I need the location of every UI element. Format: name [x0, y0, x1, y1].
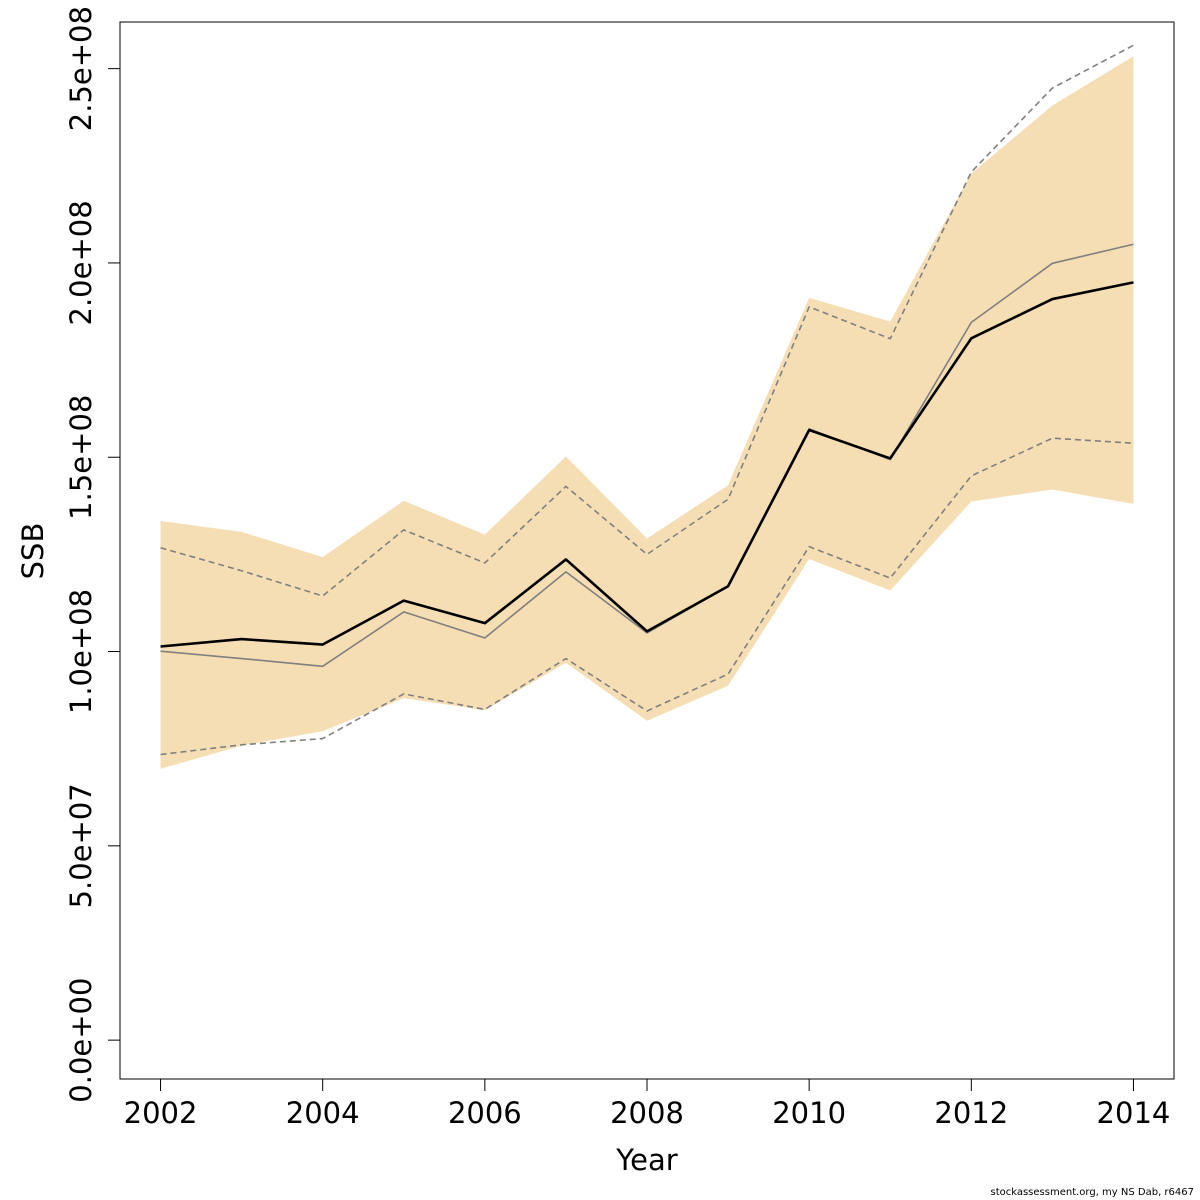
confidence-band — [160, 56, 1134, 769]
x-tick-label: 2006 — [448, 1096, 522, 1130]
y-tick-label: 2.5e+08 — [64, 6, 98, 131]
x-tick-label: 2004 — [286, 1096, 360, 1130]
x-tick-label: 2012 — [934, 1096, 1008, 1130]
x-tick-label: 2010 — [772, 1096, 846, 1130]
y-axis-label: SSB — [16, 523, 50, 580]
series-lines-layer — [160, 44, 1134, 756]
x-axis-label: Year — [615, 1143, 677, 1177]
footer-note: stockassessment.org, my NS Dab, r6467 — [990, 1187, 1194, 1198]
y-tick-label: 1.5e+08 — [64, 395, 98, 520]
x-axis: 2002 2004 2006 2008 2010 2012 2014 — [124, 1079, 1171, 1130]
x-tick-label: 2002 — [124, 1096, 198, 1130]
y-tick-label: 1.0e+08 — [64, 589, 98, 714]
y-tick-label: 2.0e+08 — [64, 200, 98, 325]
x-tick-label: 2014 — [1097, 1096, 1171, 1130]
comparison-estimate-line — [160, 243, 1134, 668]
y-tick-label: 0.0e+00 — [64, 978, 98, 1103]
y-tick-label: 5.0e+07 — [64, 783, 98, 908]
comparison-lower-line — [160, 437, 1134, 756]
confidence-band-layer — [160, 56, 1134, 769]
estimate-line — [160, 281, 1134, 648]
y-axis: 0.0e+00 5.0e+07 1.0e+08 1.5e+08 2.0e+08 2.5e+… — [64, 6, 120, 1103]
x-tick-label: 2008 — [610, 1096, 684, 1130]
